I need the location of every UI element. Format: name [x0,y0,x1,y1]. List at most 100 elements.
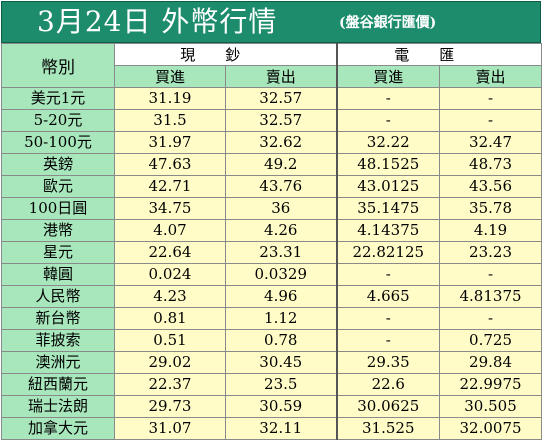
wire-buy-rate: - [335,263,441,286]
wire-buy-rate: 32.22 [335,131,441,154]
wire-sell-rate: 4.81375 [439,285,543,308]
table-row: 星元 22.64 23.31 22.82125 23.23 [1,241,543,264]
currency-name: 瑞士法朗 [1,395,115,418]
wire-sell-rate: 30.505 [439,395,543,418]
cash-buy-rate: 34.75 [114,197,226,220]
table-row: 港幣 4.07 4.26 4.14375 4.19 [1,219,543,242]
table-row: 人民幣 4.23 4.96 4.665 4.81375 [1,285,543,308]
wire-sell-rate: 32.0075 [439,417,543,440]
wire-buy-rate: 35.1475 [335,197,441,220]
cash-sell-rate: 32.62 [224,131,338,154]
table-row: 紐西蘭元 22.37 23.5 22.6 22.9975 [1,373,543,396]
cash-buy-rate: 0.51 [114,329,226,352]
cash-buy-rate: 0.81 [114,307,226,330]
currency-name: 歐元 [1,175,115,198]
wire-sell-rate: 0.725 [439,329,543,352]
cash-sell-rate: 0.78 [224,329,338,352]
wire-buy-rate: - [335,329,441,352]
wire-sell-rate: 32.47 [439,131,543,154]
cash-sell-rate: 30.45 [224,351,338,374]
bank-source-label: (盤谷銀行匯價) [339,15,437,31]
wire-buy-rate: 4.14375 [335,219,441,242]
wire-buy-rate: 43.0125 [335,175,441,198]
wire-buy-rate: - [335,307,441,330]
wire-sell-rate: 29.84 [439,351,543,374]
table-row: 100日圓 34.75 36 35.1475 35.78 [1,197,543,220]
currency-name: 50-100元 [1,131,115,154]
currency-name: 人民幣 [1,285,115,308]
cash-column-group-header: 現鈔 [113,43,338,66]
wire-sell-rate: 22.9975 [439,373,543,396]
cash-buy-rate: 31.07 [114,417,226,440]
rate-table-body: 美元1元 31.19 32.57- -5-20元 31.5 32.57- -50-100元 3… [1,87,543,440]
currency-name: 100日圓 [1,197,115,220]
wire-sell-rate: 4.19 [439,219,543,242]
currency-name: 加拿大元 [1,417,115,440]
cash-sell-rate: 23.31 [224,241,338,264]
table-row: 菲披索 0.51 0.78-0.725 [1,329,543,352]
currency-name: 菲披索 [1,329,115,352]
cash-sell-rate: 49.2 [224,153,338,176]
table-row: 新台幣 0.81 1.12- - [1,307,543,330]
wire-buy-rate: 4.665 [335,285,441,308]
table-row: 澳洲元 29.02 30.45 29.35 29.84 [1,351,543,374]
wire-buy-rate: 22.82125 [335,241,441,264]
currency-name: 星元 [1,241,115,264]
exchange-rate-table: 幣別 現鈔 電匯 買進 賣出 買進 賣出 美元1元 31.19 32.57- -5-2… [1,43,543,440]
cash-buy-rate: 4.07 [114,219,226,242]
currency-name: 紐西蘭元 [1,373,115,396]
currency-name: 韓圓 [1,263,115,286]
cash-sell-rate: 32.57 [224,109,338,132]
currency-name: 港幣 [1,219,115,242]
wire-sell-rate: 43.56 [439,175,543,198]
table-row: 美元1元 31.19 32.57- - [1,87,543,110]
wire-buy-rate: 29.35 [335,351,441,374]
table-row: 50-100元 31.97 32.62 32.22 32.47 [1,131,543,154]
wire-buy-rate: 22.6 [335,373,441,396]
currency-name: 新台幣 [1,307,115,330]
table-row: 加拿大元 31.07 32.11 31.525 32.0075 [1,417,543,440]
table-row: 瑞士法朗 29.73 30.59 30.0625 30.505 [1,395,543,418]
currency-column-header: 幣別 [1,43,115,88]
cash-sell-header: 賣出 [224,65,338,88]
currency-name: 5-20元 [1,109,115,132]
table-row: 5-20元 31.5 32.57- - [1,109,543,132]
wire-buy-rate: 48.1525 [335,153,441,176]
wire-sell-header: 賣出 [439,65,543,88]
cash-sell-rate: 32.11 [224,417,338,440]
cash-sell-rate: 0.0329 [224,263,338,286]
wire-buy-rate: - [335,87,441,110]
table-row: 英鎊 47.63 49.2 48.1525 48.73 [1,153,543,176]
cash-buy-rate: 47.63 [114,153,226,176]
wire-sell-rate: - [439,263,543,286]
cash-buy-rate: 42.71 [114,175,226,198]
wire-sell-rate: 35.78 [439,197,543,220]
cash-sell-rate: 1.12 [224,307,338,330]
cash-sell-rate: 43.76 [224,175,338,198]
wire-sell-rate: 23.23 [439,241,543,264]
cash-sell-rate: 23.5 [224,373,338,396]
wire-sell-rate: - [439,109,543,132]
table-row: 歐元 42.71 43.76 43.0125 43.56 [1,175,543,198]
wire-sell-rate: - [439,87,543,110]
page-title: 3月24日 外幣行情 [37,5,278,38]
cash-buy-rate: 29.02 [114,351,226,374]
cash-sell-rate: 4.96 [224,285,338,308]
currency-name: 英鎊 [1,153,115,176]
wire-sell-rate: 48.73 [439,153,543,176]
cash-buy-header: 買進 [114,65,226,88]
cash-buy-rate: 31.97 [114,131,226,154]
cash-sell-rate: 32.57 [224,87,338,110]
wire-buy-rate: - [335,109,441,132]
wire-sell-rate: - [439,307,543,330]
wire-buy-rate: 31.525 [335,417,441,440]
cash-buy-rate: 29.73 [114,395,226,418]
title-bar: 3月24日 外幣行情 (盤谷銀行匯價) [1,1,541,43]
wire-column-group-header: 電匯 [335,43,543,66]
cash-sell-rate: 36 [224,197,338,220]
cash-buy-rate: 0.024 [114,263,226,286]
table-row: 韓圓 0.024 0.0329- - [1,263,543,286]
cash-sell-rate: 4.26 [224,219,338,242]
wire-buy-header: 買進 [335,65,441,88]
